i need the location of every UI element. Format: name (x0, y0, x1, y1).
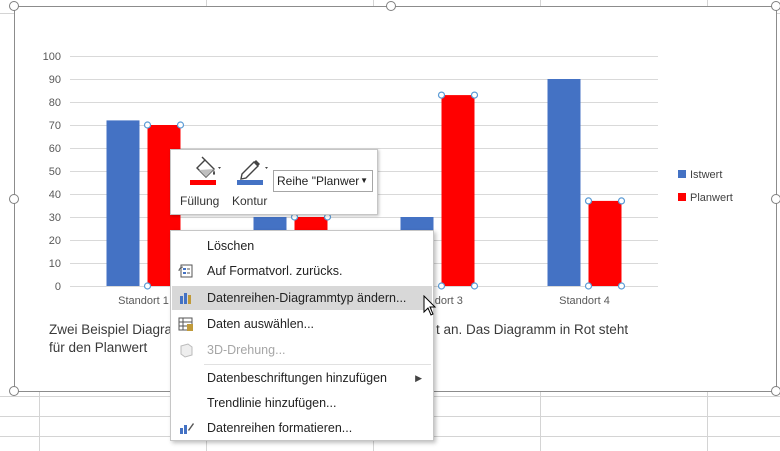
resize-handle-top-left[interactable] (9, 1, 19, 11)
fill-button[interactable]: Füllung (177, 154, 227, 212)
y-tick-label: 70 (49, 120, 61, 132)
legend-label-istwert: Istwert (690, 169, 722, 181)
menu-item-label: Datenreihen-Diagrammtyp ändern... (207, 291, 407, 305)
menu-item-reset-style[interactable]: Auf Formatvorl. zurücks. (172, 259, 432, 283)
selection-point (143, 282, 152, 290)
selection-point (584, 197, 593, 205)
chart-caption-line1-left: Zwei Beispiel Diagra (49, 322, 173, 337)
select-data-icon (178, 317, 193, 331)
y-tick-label: 10 (49, 258, 61, 270)
y-tick-label: 90 (49, 74, 61, 86)
legend-swatch-istwert (678, 170, 686, 178)
menu-item-label: Datenreihen formatieren... (207, 421, 353, 435)
resize-handle-right[interactable] (771, 194, 780, 204)
outline-button[interactable]: Kontur (229, 154, 273, 212)
y-tick-label: 40 (49, 189, 61, 201)
chart-caption-line2: für den Planwert (49, 340, 148, 355)
mouse-pointer-icon (423, 295, 437, 316)
series-selector-dropdown[interactable]: Reihe "Planwer ▼ (273, 170, 373, 192)
legend-label-planwert: Planwert (690, 192, 733, 204)
reset-style-icon (178, 264, 193, 278)
x-tick-label: Standort 1 (118, 295, 169, 307)
resize-handle-top[interactable] (386, 1, 396, 11)
legend-swatch-planwert (678, 193, 686, 201)
menu-item-format-data-series[interactable]: Datenreihen formatieren... (172, 416, 432, 440)
menu-item-change-series-chart-type[interactable]: Datenreihen-Diagrammtyp ändern... (172, 286, 432, 310)
resize-handle-bottom-left[interactable] (9, 386, 19, 396)
paint-bucket-icon (190, 156, 221, 185)
y-tick-label: 100 (43, 51, 61, 63)
selection-point (470, 282, 479, 290)
format-series-icon (180, 423, 194, 434)
y-tick-label: 0 (55, 281, 61, 293)
y-tick-label: 30 (49, 212, 61, 224)
menu-item-label: Löschen (207, 239, 255, 253)
bar-istwert-1[interactable] (106, 120, 140, 287)
menu-separator (204, 364, 431, 365)
selection-point (617, 197, 626, 205)
resize-handle-left[interactable] (9, 194, 19, 204)
y-tick-label: 50 (49, 166, 61, 178)
bar-planwert-4[interactable] (588, 200, 622, 286)
series-selector-value: Reihe "Planwer (277, 174, 360, 188)
menu-item-add-trendline[interactable]: Trendlinie hinzufügen... (172, 391, 432, 415)
menu-item-label: Trendlinie hinzufügen... (207, 396, 337, 410)
3d-rotation-icon (180, 343, 193, 358)
selection-point (617, 282, 626, 290)
pen-icon (237, 160, 268, 185)
bar-planwert-3[interactable] (441, 95, 475, 286)
chevron-right-icon: ▶ (415, 373, 422, 383)
resize-handle-top-right[interactable] (771, 1, 780, 11)
y-tick-label: 60 (49, 143, 61, 155)
change-chart-type-icon (180, 293, 191, 304)
selection-point (470, 91, 479, 99)
context-menu: Löschen Auf Formatvorl. zurücks. Datenre… (170, 230, 434, 441)
bar-istwert-4[interactable] (547, 79, 581, 286)
fill-label: Füllung (180, 194, 220, 208)
chevron-down-icon: ▼ (360, 176, 368, 185)
menu-item-select-data[interactable]: Daten auswählen... (172, 312, 432, 336)
chart-caption-line1-right: t an. Das Diagramm in Rot steht (436, 322, 629, 337)
selection-point (176, 121, 185, 129)
menu-item-3d-rotation[interactable]: 3D-Drehung... (172, 338, 432, 362)
menu-item-label: Daten auswählen... (207, 317, 315, 331)
selection-point (584, 282, 593, 290)
selection-point (437, 91, 446, 99)
outline-label: Kontur (232, 194, 268, 208)
menu-item-add-data-labels[interactable]: Datenbeschriftungen hinzufügen ▶ (172, 366, 432, 390)
format-mini-toolbar: Füllung Kontur Reihe "Planwer ▼ (170, 149, 378, 215)
resize-handle-bottom-right[interactable] (771, 386, 780, 396)
menu-item-label: Auf Formatvorl. zurücks. (207, 264, 343, 278)
menu-item-label: 3D-Drehung... (207, 343, 286, 357)
selection-point (437, 282, 446, 290)
menu-item-delete[interactable]: Löschen (172, 234, 432, 258)
y-tick-label: 20 (49, 235, 61, 247)
menu-item-label: Datenbeschriftungen hinzufügen (207, 371, 387, 385)
x-tick-label: Standort 4 (559, 295, 610, 307)
y-tick-label: 80 (49, 97, 61, 109)
selection-point (143, 121, 152, 129)
